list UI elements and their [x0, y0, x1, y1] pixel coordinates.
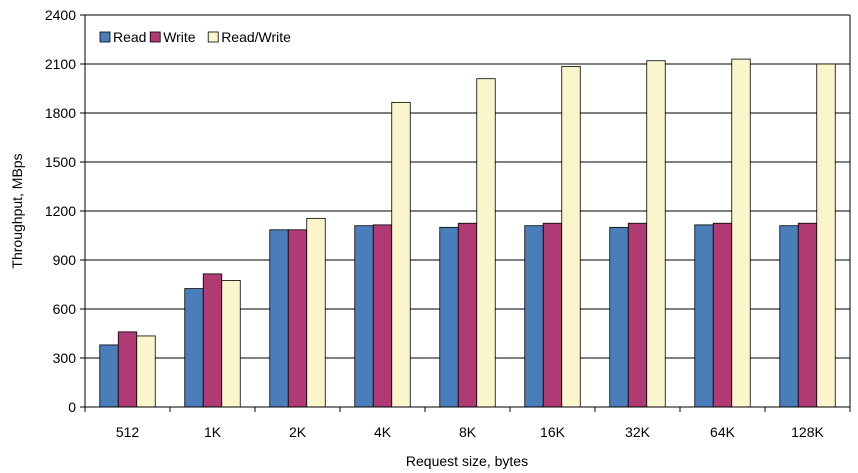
- legend-swatch-read: [99, 31, 111, 43]
- bar-read-write-4k: [391, 101, 411, 408]
- bar-write-16k: [542, 222, 563, 408]
- bar-write-2k: [287, 229, 308, 408]
- tick-labels: 0 300 600 900 1200 1500 1800 2100 2400 512 1K 2K 4K 8…: [45, 7, 851, 440]
- x-axis-title: Request size, bytes: [406, 453, 528, 469]
- bar-read-128k: [779, 225, 799, 408]
- axes: [84, 14, 851, 408]
- bar-read-8k: [439, 226, 459, 408]
- bar-read-write-128k: [816, 63, 836, 408]
- y-tick-label: 0: [68, 399, 76, 415]
- x-tick-label: 64K: [710, 424, 736, 440]
- y-axis-title: Throughput, MBps: [9, 153, 25, 268]
- y-tick-label: 1800: [45, 105, 76, 121]
- legend-label: Read/Write: [221, 29, 291, 45]
- bars: [99, 58, 836, 408]
- bar-write-512: [117, 331, 138, 408]
- legend-swatch-write: [149, 31, 161, 43]
- bar-read-32k: [609, 226, 629, 408]
- x-tick-label: 2K: [289, 424, 307, 440]
- legend: Read Write Read/Write: [99, 29, 291, 45]
- bar-write-4k: [372, 224, 393, 408]
- y-tick-label: 1500: [45, 154, 76, 170]
- y-tick-label: 1200: [45, 203, 76, 219]
- bar-read-write-1k: [221, 280, 241, 408]
- y-tick-label: 2400: [45, 7, 76, 23]
- bar-read-64k: [694, 224, 714, 408]
- bar-write-128k: [797, 222, 818, 408]
- bar-read-16k: [524, 225, 544, 408]
- y-tick-label: 600: [53, 301, 77, 317]
- bar-read-2k: [269, 229, 289, 408]
- y-tick-label: 2100: [45, 56, 76, 72]
- legend-label: Write: [163, 29, 196, 45]
- bar-write-32k: [627, 222, 648, 408]
- bar-read-4k: [354, 225, 374, 408]
- bar-read-write-2k: [306, 217, 326, 408]
- bar-read-write-32k: [646, 60, 666, 408]
- bar-write-64k: [712, 222, 733, 408]
- bar-read-1k: [184, 288, 204, 408]
- x-tick-label: 8K: [459, 424, 477, 440]
- x-tick-label: 4K: [374, 424, 392, 440]
- y-tick-label: 900: [53, 252, 77, 268]
- bar-write-1k: [202, 273, 223, 408]
- legend-label: Read: [113, 29, 146, 45]
- bar-read-512: [99, 344, 119, 408]
- x-tick-label: 32K: [625, 424, 651, 440]
- legend-swatch-read-write: [207, 31, 219, 43]
- bar-read-write-512: [136, 335, 156, 408]
- x-tick-label: 512: [116, 424, 140, 440]
- bar-read-write-16k: [561, 66, 581, 408]
- x-tick-label: 16K: [540, 424, 566, 440]
- x-tick-label: 1K: [204, 424, 222, 440]
- bar-read-write-8k: [476, 78, 496, 408]
- x-tick-label: 128K: [791, 424, 824, 440]
- bar-write-8k: [457, 222, 478, 408]
- bar-read-write-64k: [731, 58, 751, 408]
- y-tick-label: 300: [53, 350, 77, 366]
